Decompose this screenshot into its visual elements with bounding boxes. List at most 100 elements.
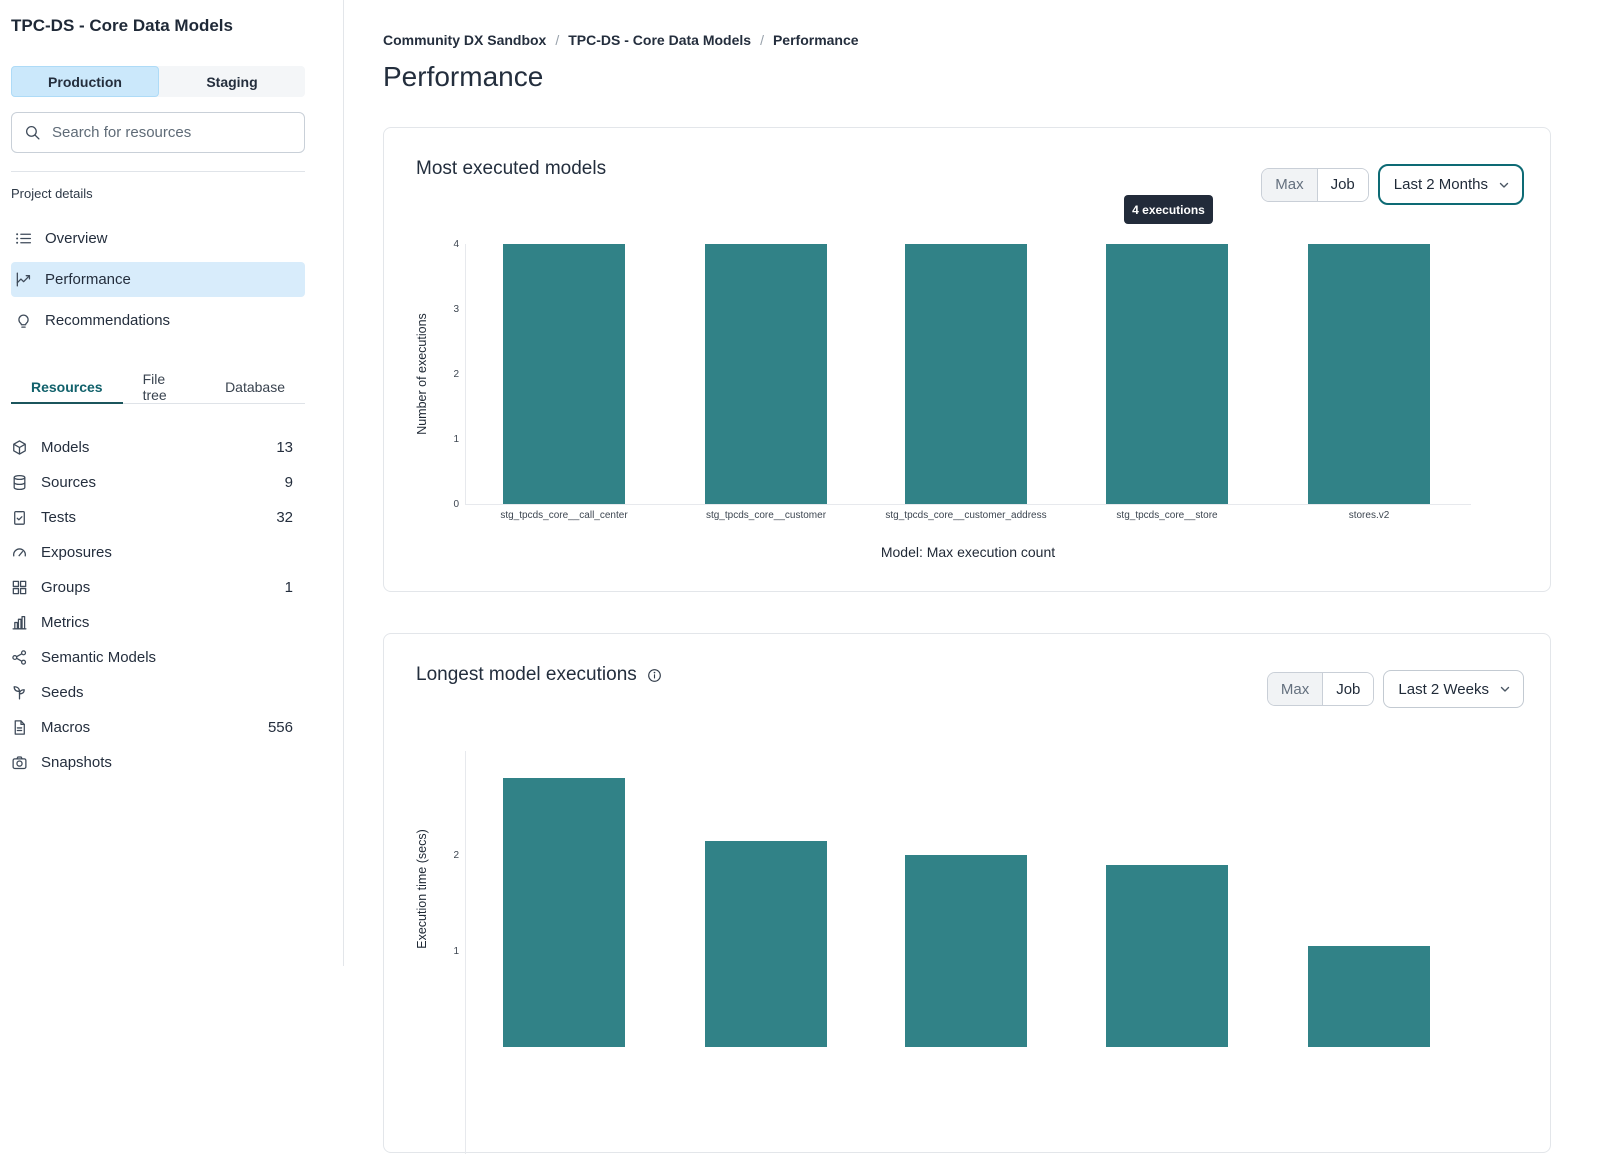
env-tab-production[interactable]: Production [11, 66, 159, 97]
y-tick-label: 0 [453, 499, 459, 510]
time-range-select[interactable]: Last 2 Months [1377, 164, 1524, 205]
bar-stg-tpcds-core-customer-address[interactable] [905, 244, 1027, 504]
resource-label: Models [41, 439, 90, 456]
y-tick-label: 2 [453, 369, 459, 380]
exposures-icon [11, 544, 28, 561]
resource-label: Tests [41, 509, 77, 526]
y-axis-label: Number of executions [415, 313, 429, 435]
search-icon [24, 124, 41, 141]
x-tick-label: stg_tpcds_core__customer_address [885, 510, 1047, 521]
bar-stg-tpcds-core-call-center[interactable] [503, 244, 625, 504]
bar-stg-tpcds-core-customer[interactable] [705, 244, 827, 504]
resource-row-tests[interactable]: Tests 32 [11, 500, 305, 535]
environment-switcher: Production Staging [11, 66, 305, 97]
resource-row-groups[interactable]: Groups 1 [11, 570, 305, 605]
sidebar: TPC-DS - Core Data Models Production Stag… [0, 0, 344, 966]
search-input[interactable] [50, 123, 292, 142]
breadcrumb: Community DX Sandbox / TPC-DS - Core Data … [383, 32, 1551, 48]
bar-5[interactable] [1308, 946, 1430, 1047]
nav-item-label: Recommendations [45, 312, 171, 329]
resource-row-models[interactable]: Models 13 [11, 430, 305, 465]
resource-row-snapshots[interactable]: Snapshots [11, 745, 305, 780]
env-tab-staging[interactable]: Staging [206, 73, 258, 90]
recommendations-icon [15, 312, 32, 329]
tests-icon [11, 509, 28, 526]
x-tick-label: stg_tpcds_core__call_center [500, 510, 628, 521]
x-tick-label: stores.v2 [1348, 510, 1390, 521]
project-nav: Overview Performance Recommendations [11, 221, 305, 338]
tab-resources[interactable]: Resources [11, 372, 123, 404]
sidebar-divider [11, 171, 305, 172]
breadcrumb-item-community-dx-sandbox[interactable]: Community DX Sandbox [383, 32, 547, 48]
resource-tabs: Resources File tree Database [11, 371, 305, 404]
tab-file-tree[interactable]: File tree [142, 371, 167, 403]
overview-icon [15, 230, 32, 247]
resource-row-seeds[interactable]: Seeds [11, 675, 305, 710]
y-tick-label: 2 [453, 850, 459, 861]
resource-count: 9 [284, 474, 293, 491]
bar-1[interactable] [503, 778, 625, 1047]
resource-label: Groups [41, 579, 91, 596]
sidebar-item-recommendations[interactable]: Recommendations [11, 303, 305, 338]
bar-stores-v2[interactable] [1308, 244, 1430, 504]
resource-label: Sources [41, 474, 97, 491]
resource-count: 1 [284, 579, 293, 596]
resource-row-semantic-models[interactable]: Semantic Models [11, 640, 305, 675]
time-range-select[interactable]: Last 2 Weeks [1383, 670, 1524, 708]
sidebar-item-overview[interactable]: Overview [11, 221, 305, 256]
chart-cards: Most executed models Max Job Last 2 Months 4… [383, 127, 1551, 1154]
resource-list: Models 13 Sources 9 Tests 32 Exposures Groups 1 M… [11, 430, 305, 780]
project-title: TPC-DS - Core Data Models [11, 16, 233, 35]
aggregate-toggle: Max Job [1261, 167, 1369, 202]
sources-icon [11, 474, 28, 491]
resource-row-metrics[interactable]: Metrics [11, 605, 305, 640]
y-axis-line [465, 244, 466, 504]
breadcrumb-separator: / [555, 32, 560, 48]
bar-stg-tpcds-core-store[interactable] [1106, 244, 1228, 504]
aggregate-toggle: Max Job [1266, 672, 1375, 706]
search-box[interactable] [11, 112, 305, 153]
breadcrumb-item-performance: Performance [772, 32, 859, 48]
job-toggle-button[interactable]: Job [1323, 673, 1374, 705]
resource-row-sources[interactable]: Sources 9 [11, 465, 305, 500]
nav-item-label: Performance [45, 271, 131, 288]
resource-label: Exposures [41, 544, 112, 561]
x-axis-title: Model: Max execution count [880, 544, 1056, 560]
resource-count: 13 [276, 439, 293, 456]
tab-database[interactable]: Database [225, 379, 285, 395]
max-toggle-button[interactable]: Max [1267, 673, 1324, 705]
chevron-down-icon [1498, 179, 1510, 191]
resource-label: Snapshots [41, 754, 112, 771]
job-toggle-button[interactable]: Job [1317, 168, 1368, 201]
y-tick-label: 1 [453, 434, 459, 445]
x-tick-label: stg_tpcds_core__customer [705, 510, 827, 521]
bar-2[interactable] [705, 840, 827, 1047]
sidebar-item-performance[interactable]: Performance [11, 262, 305, 297]
chart-title: Longest model executions [416, 664, 662, 686]
time-range-value: Last 2 Months [1393, 176, 1488, 193]
nav-item-label: Overview [45, 230, 108, 247]
chevron-down-icon [1499, 683, 1511, 695]
resource-row-macros[interactable]: Macros 556 [11, 710, 305, 745]
macros-icon [11, 719, 28, 736]
resource-row-exposures[interactable]: Exposures [11, 535, 305, 570]
groups-icon [11, 579, 28, 596]
x-axis-line [465, 504, 1471, 505]
bar-4[interactable] [1106, 864, 1228, 1047]
main-content: Community DX Sandbox / TPC-DS - Core Data … [344, 0, 1621, 1154]
chart-card-most-executed-models: Most executed models Max Job Last 2 Months 4… [383, 127, 1551, 592]
resource-label: Metrics [41, 614, 90, 631]
y-tick-label: 1 [453, 946, 459, 957]
breadcrumb-item-tpc-ds-core-data-models[interactable]: TPC-DS - Core Data Models [568, 32, 752, 48]
seeds-icon [11, 684, 28, 701]
resource-count: 32 [276, 509, 293, 526]
resource-label: Seeds [41, 684, 84, 701]
chart-controls: Max Job Last 2 Weeks [1266, 670, 1524, 708]
info-icon[interactable] [647, 668, 662, 683]
max-toggle-button[interactable]: Max [1262, 168, 1318, 201]
chart-title-text: Longest model executions [416, 664, 637, 685]
chart-card-longest-model-executions: Longest model executions Max Job Last 2 Wee… [383, 633, 1551, 1154]
bar-3[interactable] [905, 855, 1027, 1047]
resource-count: 556 [267, 719, 293, 736]
